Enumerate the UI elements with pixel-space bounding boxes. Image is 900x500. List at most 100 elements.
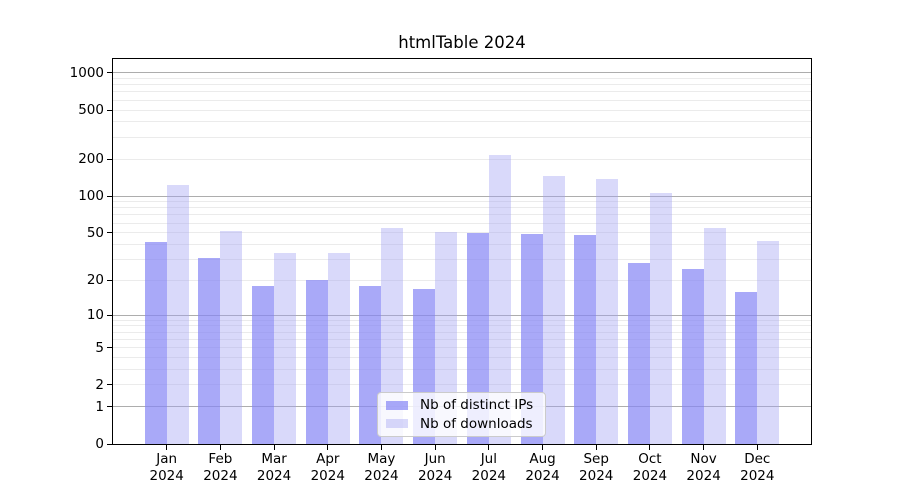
x-tick-month: Dec: [744, 451, 771, 467]
gridline-minor: [113, 259, 811, 260]
y-tick-mark: [107, 72, 113, 74]
x-tick-mark: [488, 445, 490, 450]
x-tick-label: Oct 2024: [620, 451, 680, 484]
x-tick-year: 2024: [471, 467, 507, 484]
legend-label-distinct-ips: Nb of distinct IPs: [420, 397, 534, 414]
x-tick-label: Sep 2024: [566, 451, 626, 484]
y-tick-mark: [107, 384, 113, 386]
y-tick-label: 0: [95, 436, 104, 452]
bar-distinct-ips: [466, 232, 489, 444]
x-tick-mark: [166, 445, 168, 450]
gridline-minor: [113, 232, 811, 234]
x-tick-month: Oct: [638, 451, 662, 467]
gridline-minor: [113, 207, 811, 209]
bar-distinct-ips: [735, 291, 758, 444]
x-tick-month: May: [367, 451, 396, 467]
bar-downloads: [703, 227, 726, 444]
gridline-minor: [113, 279, 811, 281]
x-tick-mark: [542, 445, 544, 450]
gridline-minor: [113, 243, 811, 245]
bar-distinct-ips: [627, 263, 650, 444]
gridline-minor: [113, 319, 811, 321]
x-tick-year: 2024: [525, 467, 560, 484]
x-tick-year: 2024: [310, 467, 345, 484]
x-tick-month: Apr: [316, 451, 340, 467]
gridline-minor: [113, 347, 811, 349]
y-tick-label: 20: [86, 272, 104, 289]
gridline-minor: [113, 357, 811, 359]
gridline-minor: [113, 201, 811, 203]
bar-downloads: [488, 155, 511, 444]
bar-distinct-ips: [198, 257, 221, 444]
x-tick-mark: [273, 445, 275, 450]
y-tick-mark: [107, 314, 113, 316]
gridline-minor: [113, 84, 811, 86]
x-tick-month: Jun: [424, 451, 446, 467]
x-tick-mark: [649, 445, 651, 450]
plot-area: [112, 58, 812, 445]
bar-distinct-ips: [252, 285, 275, 444]
bar-distinct-ips: [681, 268, 704, 444]
x-tick-year: 2024: [579, 467, 614, 484]
bar-downloads: [435, 231, 458, 444]
legend-item-downloads: Nb of downloads: [386, 416, 537, 432]
x-tick-mark: [434, 445, 436, 450]
bar-downloads: [166, 185, 189, 444]
gridline-minor: [113, 158, 811, 160]
y-tick-mark: [107, 443, 113, 445]
y-tick-label: 50: [86, 224, 104, 241]
y-tick-label: 10: [86, 307, 104, 324]
gridline-minor: [113, 338, 811, 340]
x-tick-month: Nov: [690, 451, 717, 467]
y-tick-label: 2: [95, 376, 104, 393]
legend-swatch-distinct-ips-icon: [386, 400, 408, 410]
y-tick-mark: [107, 406, 113, 408]
x-tick-year: 2024: [364, 467, 399, 484]
y-tick-mark: [107, 279, 113, 281]
x-tick-label: Dec 2024: [727, 451, 787, 484]
x-tick-year: 2024: [632, 467, 668, 484]
y-tick-label: 200: [78, 151, 104, 168]
y-tick-label: 1000: [69, 64, 104, 81]
x-tick-year: 2024: [149, 467, 184, 484]
gridline-minor: [113, 99, 811, 101]
bar-downloads: [381, 227, 404, 444]
y-tick-label: 5: [95, 339, 104, 356]
bar-downloads: [596, 179, 619, 444]
x-tick-mark: [380, 445, 382, 450]
x-tick-year: 2024: [203, 467, 238, 484]
x-tick-month: Aug: [529, 451, 556, 467]
legend-swatch-downloads-icon: [386, 419, 408, 429]
x-tick-month: Feb: [208, 451, 233, 467]
bar-distinct-ips: [574, 234, 597, 444]
x-tick-label: May 2024: [351, 451, 411, 484]
y-tick-label: 100: [78, 188, 104, 205]
x-tick-label: Jul 2024: [459, 451, 519, 484]
y-tick-mark: [107, 195, 113, 197]
x-tick-mark: [327, 445, 329, 450]
x-tick-label: Mar 2024: [244, 451, 304, 484]
x-tick-month: Sep: [583, 451, 609, 467]
gridline-minor: [113, 77, 811, 79]
x-tick-year: 2024: [417, 467, 453, 484]
y-tick-mark: [107, 232, 113, 234]
x-tick-month: Jan: [156, 451, 178, 467]
x-tick-month: Mar: [261, 451, 287, 467]
gridline-major: [113, 195, 811, 197]
bar-distinct-ips: [359, 285, 382, 444]
x-tick-label: Apr 2024: [298, 451, 358, 484]
gridline-minor: [113, 121, 811, 123]
y-tick-label: 1: [95, 398, 104, 415]
bar-downloads: [274, 253, 297, 444]
y-tick-mark: [107, 109, 113, 111]
gridline-minor: [113, 91, 811, 93]
y-tick-mark: [107, 158, 113, 160]
x-tick-label: Aug 2024: [513, 451, 573, 484]
x-tick-mark: [595, 445, 597, 450]
gridline-minor: [113, 136, 811, 138]
gridline-minor: [113, 325, 811, 327]
gridline-minor: [113, 109, 811, 111]
y-tick-mark: [107, 347, 113, 349]
bar-downloads: [542, 175, 565, 444]
